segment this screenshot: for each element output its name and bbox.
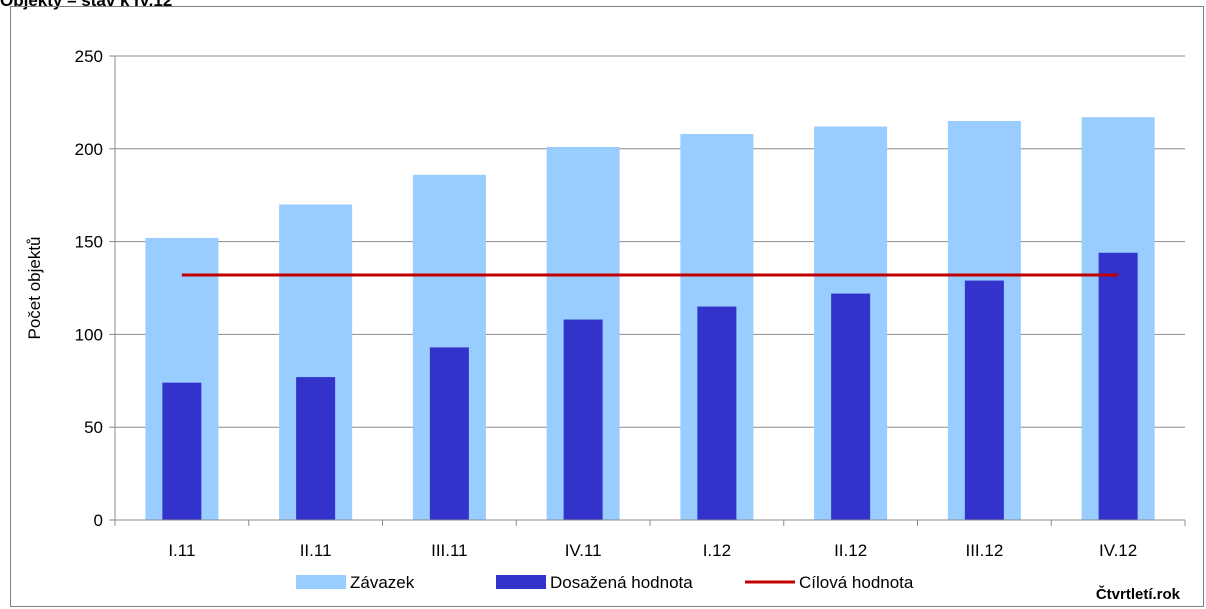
legend: Závazek Dosažená hodnota Cílová hodnota bbox=[296, 573, 914, 592]
y-tick-label: 0 bbox=[94, 511, 103, 530]
x-tick-label: IV.12 bbox=[1099, 541, 1137, 560]
x-tick-label: III.12 bbox=[965, 541, 1003, 560]
x-tick-label: IV.11 bbox=[565, 541, 602, 560]
bar-dosazena-hodnota bbox=[831, 293, 871, 520]
y-axis-title: Počet objektů bbox=[25, 236, 44, 339]
y-tick-label: 150 bbox=[75, 233, 103, 252]
chart-frame bbox=[10, 6, 1204, 607]
legend-swatch bbox=[296, 575, 346, 589]
bar-dosazena-hodnota bbox=[1098, 252, 1138, 520]
legend-label: Závazek bbox=[350, 573, 415, 592]
bar-dosazena-hodnota bbox=[563, 319, 603, 520]
bar-dosazena-hodnota bbox=[697, 306, 737, 520]
bar-dosazena-hodnota bbox=[429, 347, 469, 520]
bar-dosazena-hodnota bbox=[162, 382, 202, 520]
axes bbox=[109, 55, 1186, 526]
y-tick-label: 250 bbox=[75, 47, 103, 66]
x-tick-label: II.11 bbox=[300, 541, 332, 560]
x-tick-label: II.12 bbox=[834, 541, 867, 560]
y-tick-label: 200 bbox=[75, 140, 103, 159]
bar-dosazena-hodnota bbox=[296, 377, 336, 520]
x-axis-title: Čtvrtletí.rok bbox=[1096, 585, 1181, 603]
bar-dosazena-hodnota bbox=[964, 280, 1004, 520]
y-tick-label: 100 bbox=[75, 325, 103, 344]
legend-label: Dosažená hodnota bbox=[550, 573, 693, 592]
gridlines bbox=[115, 55, 1185, 428]
bars bbox=[145, 117, 1155, 521]
legend-label: Cílová hodnota bbox=[799, 573, 914, 592]
x-tick-label: I.11 bbox=[168, 541, 195, 560]
legend-swatch bbox=[496, 575, 546, 589]
tick-labels: 0 50 100 150 200 250 I.11 II.11 III.11 IV.11 I.12 I… bbox=[75, 47, 1138, 560]
x-tick-label: I.12 bbox=[703, 541, 731, 560]
y-tick-label: 50 bbox=[84, 418, 103, 437]
x-tick-label: III.11 bbox=[431, 541, 468, 560]
page-title: Objekty – stav k IV.12 bbox=[0, 0, 173, 10]
